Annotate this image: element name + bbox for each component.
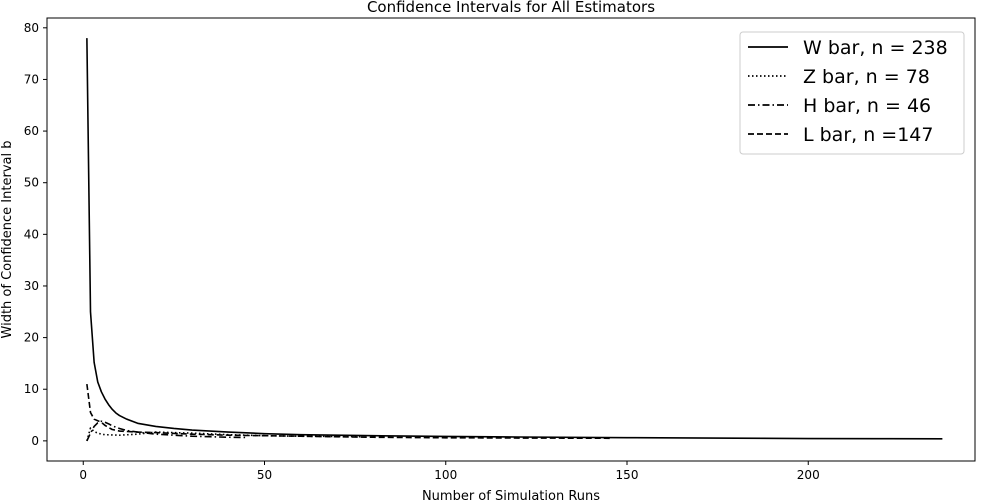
series-line-z-bar: [86, 427, 363, 442]
series-line-h-bar: [86, 420, 247, 442]
chart-title: Confidence Intervals for All Estimators: [367, 0, 655, 16]
y-tick-label: 40: [24, 227, 39, 241]
x-axis-title: Number of Simulation Runs: [422, 489, 600, 500]
x-tick-label: 50: [257, 468, 272, 482]
y-tick-label: 50: [24, 176, 39, 190]
legend-label: Z bar, n = 78: [803, 66, 930, 88]
x-tick-label: 150: [616, 468, 639, 482]
plot-area: 0 50 100 150 200 0 10 20 30 40 50 60 70 80: [24, 17, 976, 482]
y-axis: 0 10 20 30 40 50 60 70 80: [24, 21, 47, 448]
x-tick-label: 200: [797, 468, 820, 482]
legend-box: [739, 31, 965, 155]
y-axis-title: Width of Confidence Interval b: [0, 141, 15, 339]
axes-frame: [46, 17, 976, 462]
y-tick-label: 10: [24, 382, 39, 396]
y-tick-label: 60: [24, 124, 39, 138]
series-line-l-bar: [86, 383, 613, 440]
y-tick-label: 30: [24, 279, 39, 293]
series-group: [86, 38, 943, 442]
y-tick-label: 0: [31, 434, 39, 448]
y-tick-label: 70: [24, 72, 39, 86]
legend-label: W bar, n = 238: [803, 37, 948, 59]
legend: W bar, n = 238 Z bar, n = 78 H bar, n = 46…: [739, 31, 965, 155]
x-axis: 0 50 100 150 200: [79, 461, 820, 482]
legend-label: H bar, n = 46: [803, 95, 931, 117]
x-tick-label: 100: [434, 468, 457, 482]
y-tick-label: 20: [24, 331, 39, 345]
x-tick-label: 0: [79, 468, 87, 482]
legend-label: L bar, n =147: [803, 124, 934, 146]
y-tick-label: 80: [24, 21, 39, 35]
